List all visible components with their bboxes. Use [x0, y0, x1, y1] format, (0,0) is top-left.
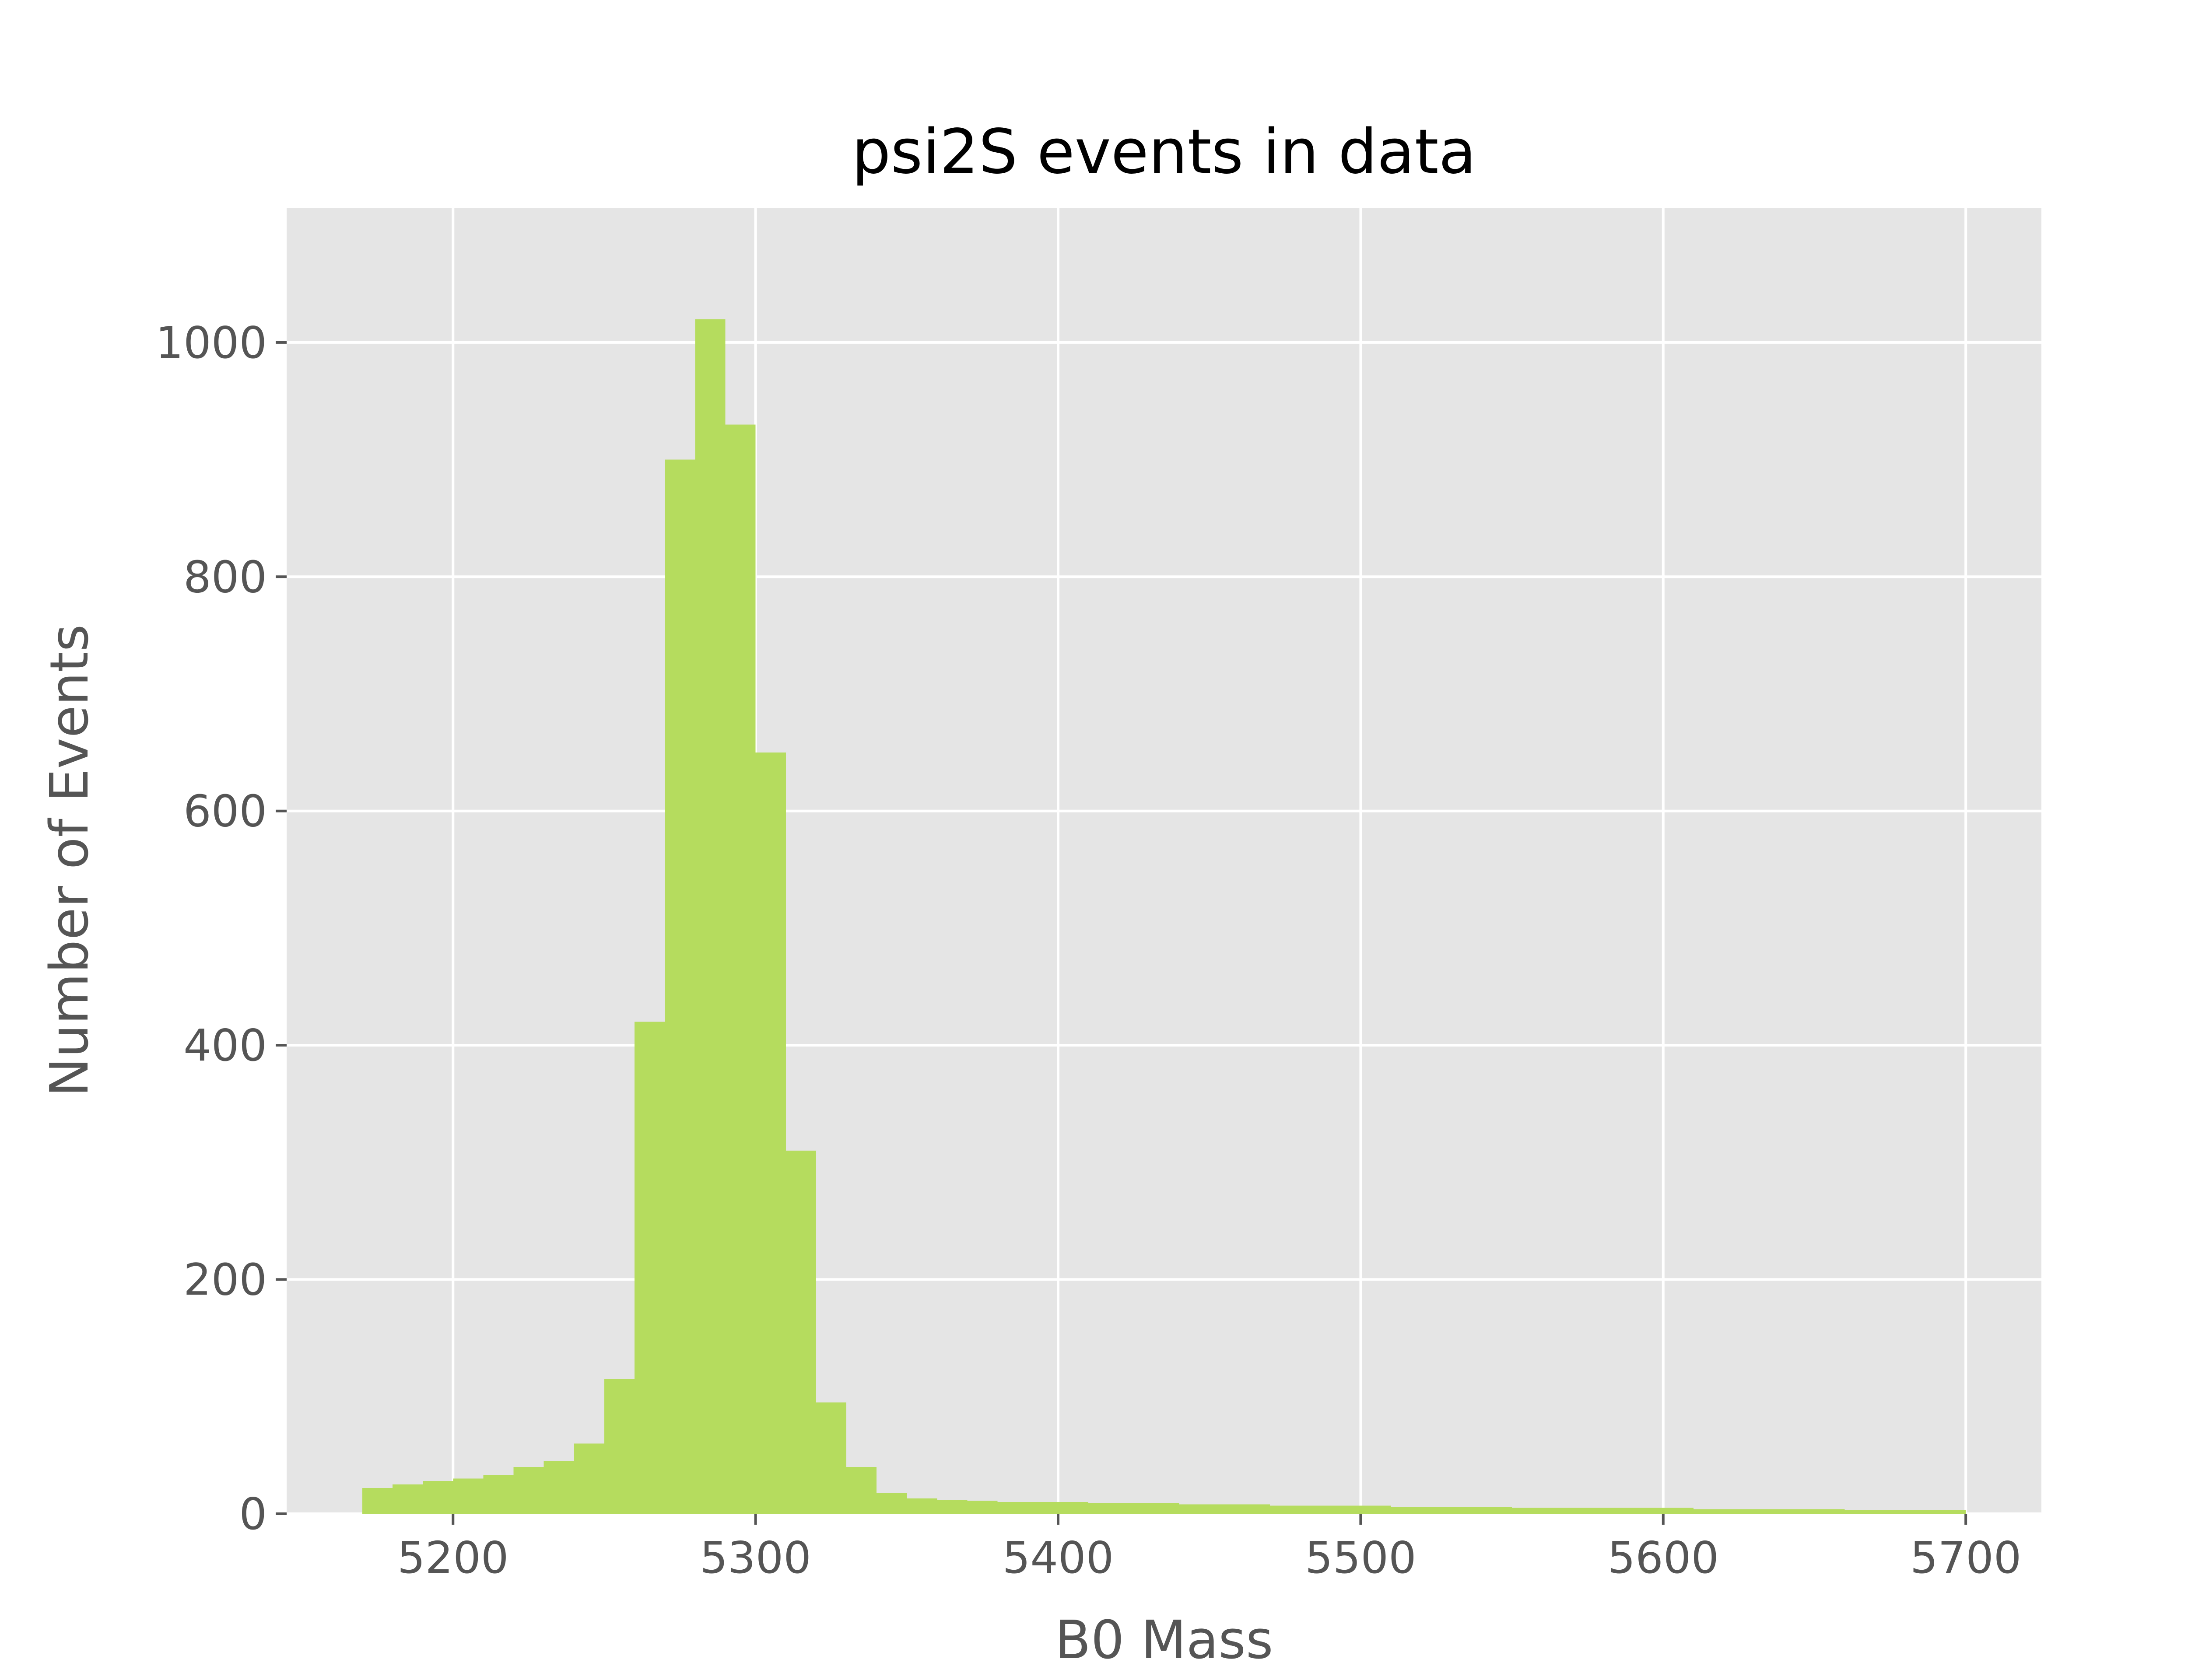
histogram-bar	[453, 1478, 484, 1514]
x-tick-label: 5700	[1910, 1532, 2022, 1583]
histogram-bar	[1754, 1509, 1785, 1514]
histogram-bar	[1269, 1505, 1301, 1514]
histogram-bar	[1602, 1508, 1633, 1514]
histogram-bar	[1421, 1506, 1452, 1514]
histogram-bar	[1572, 1508, 1603, 1514]
axis-ticks: 5200 5300 5400 5500 5600 5700 0 200 400 600 800 100…	[156, 317, 2022, 1583]
histogram-bar	[604, 1379, 635, 1514]
histogram-bar	[816, 1402, 847, 1514]
x-tick-label: 5500	[1305, 1532, 1417, 1583]
histogram-bar	[755, 752, 786, 1514]
histogram-bar	[1391, 1506, 1421, 1514]
histogram-bar	[1663, 1508, 1694, 1514]
histogram-bar	[1179, 1504, 1210, 1514]
histogram-bar	[1724, 1509, 1754, 1514]
histogram-bar	[907, 1498, 937, 1514]
x-axis-label: B0 Mass	[1055, 1610, 1273, 1671]
histogram-bar	[1088, 1503, 1119, 1514]
y-tick-label: 600	[183, 786, 267, 837]
histogram-bars	[362, 319, 1966, 1514]
histogram-bar	[1844, 1510, 1875, 1514]
histogram-bar	[695, 319, 726, 1514]
histogram-bar	[1330, 1505, 1361, 1514]
x-tick-label: 5400	[1003, 1532, 1114, 1583]
histogram-bar	[1481, 1506, 1512, 1514]
histogram-bar	[1027, 1502, 1059, 1514]
histogram-bar	[1149, 1503, 1179, 1514]
y-axis-label: Number of Events	[39, 624, 100, 1097]
histogram-bar	[1814, 1509, 1845, 1514]
chart-title: psi2S events in data	[852, 116, 1476, 188]
histogram-bar	[877, 1492, 907, 1514]
histogram-bar	[1633, 1508, 1663, 1514]
x-tick-label: 5300	[700, 1532, 811, 1583]
histogram-bar	[513, 1466, 544, 1514]
y-tick-label: 800	[183, 551, 267, 602]
histogram-bar	[574, 1443, 604, 1514]
y-tick-label: 400	[183, 1020, 267, 1071]
histogram-bar	[543, 1461, 574, 1514]
histogram-bar	[635, 1022, 665, 1514]
histogram-bar	[725, 424, 756, 1514]
histogram-bar	[997, 1502, 1028, 1514]
histogram-bar	[392, 1484, 423, 1514]
histogram-bar	[1693, 1509, 1724, 1514]
histogram-bar	[1451, 1506, 1482, 1514]
y-tick-label: 200	[183, 1254, 267, 1306]
histogram-bar	[483, 1475, 514, 1514]
histogram-bar	[1360, 1505, 1391, 1514]
histogram-bar	[1239, 1504, 1270, 1514]
histogram-bar	[1905, 1510, 1936, 1514]
histogram-bar	[967, 1501, 998, 1514]
histogram-bar	[665, 459, 695, 1514]
histogram-bar	[1875, 1510, 1905, 1514]
histogram-bar	[1058, 1502, 1089, 1514]
x-tick-label: 5200	[397, 1532, 509, 1583]
histogram-bar	[1512, 1508, 1543, 1514]
y-tick-label: 0	[239, 1488, 267, 1540]
histogram-bar	[1300, 1505, 1331, 1514]
histogram-bar	[362, 1488, 393, 1514]
x-tick-label: 5600	[1608, 1532, 1719, 1583]
histogram-bar	[423, 1481, 453, 1514]
histogram-bar	[937, 1499, 968, 1514]
histogram-bar	[1542, 1508, 1573, 1514]
histogram-bar	[785, 1151, 816, 1514]
histogram-bar	[1119, 1503, 1149, 1514]
histogram-bar	[1209, 1504, 1240, 1514]
histogram-bar	[1784, 1509, 1815, 1514]
y-tick-label: 1000	[156, 317, 267, 368]
plot-area	[287, 208, 2041, 1514]
histogram-bar	[1936, 1510, 1966, 1514]
histogram-bar	[846, 1466, 877, 1514]
